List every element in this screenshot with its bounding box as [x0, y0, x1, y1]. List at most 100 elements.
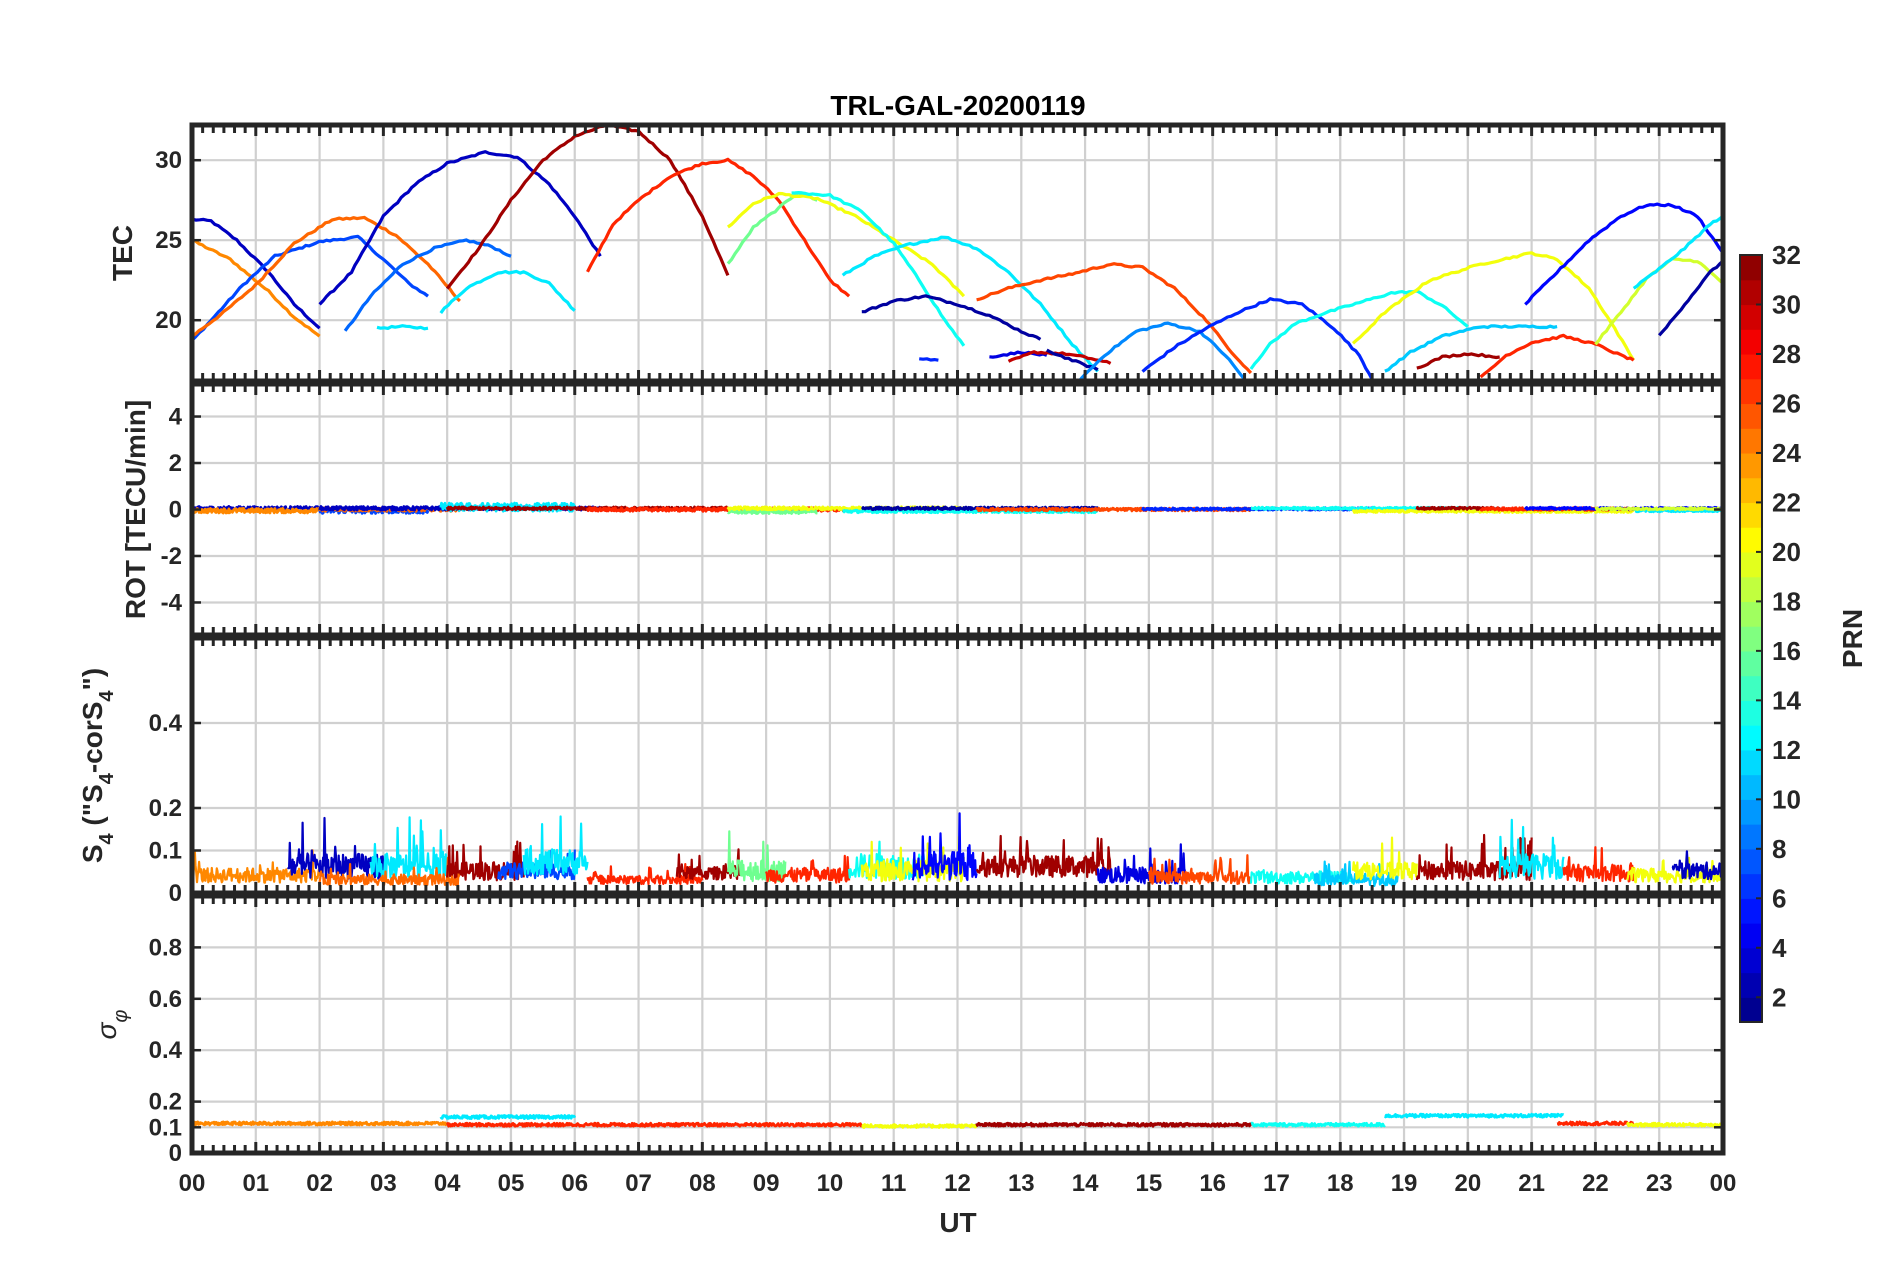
panel-sigma-ylabel: σφ: [91, 1010, 132, 1040]
sigma-series-prn-27: [1556, 1120, 1635, 1127]
colorbar-tick-label: 16: [1772, 636, 1801, 666]
colorbar-segment: [1740, 452, 1762, 479]
panel-s4-ytick-label: 0: [169, 880, 182, 907]
colorbar-segment: [1740, 650, 1762, 677]
ylabel-part: 4: [96, 832, 118, 844]
tec-series-prn-7: [192, 234, 429, 342]
rot-series-prn-24: [192, 507, 321, 515]
ylabel-part: ("S: [77, 784, 108, 833]
tec-series-prn-31: [1416, 352, 1500, 370]
panel-tec: 20 25 30 TEC: [107, 122, 1726, 384]
panel-sigma-frame: [189, 893, 1726, 1156]
tec-series-prn-2: [861, 294, 1042, 341]
x-tick-label: 00: [179, 1170, 206, 1197]
panel-rot-ylabel: ROT [TECU/min]: [120, 400, 151, 619]
panel-rot-ytick-label: 0: [169, 497, 182, 524]
colorbar-segment: [1740, 601, 1762, 627]
panel-s4-frame: [189, 635, 1726, 896]
colorbar-tick-label: 20: [1772, 537, 1801, 567]
sigma-series-prn-20: [1626, 1121, 1723, 1128]
panel-rot-frame: [189, 381, 1726, 638]
panel-tec-ytick-label: 25: [155, 227, 182, 254]
panel-sigma-series-group: [192, 1112, 1723, 1129]
x-tick-label: 05: [498, 1170, 525, 1197]
x-tick-label: 21: [1518, 1170, 1545, 1197]
colorbar-segment: [1740, 353, 1762, 380]
colorbar-segment: [1740, 551, 1762, 578]
colorbar-segment: [1740, 997, 1762, 1023]
tec-series-prn-13: [1249, 289, 1469, 370]
colorbar-label: PRN: [1837, 609, 1868, 668]
x-tick-label: 09: [753, 1170, 780, 1197]
colorbar-segment: [1740, 799, 1762, 825]
colorbar-segment: [1740, 378, 1762, 405]
colorbar-tick-label: 14: [1772, 685, 1801, 715]
colorbar-segment: [1740, 403, 1762, 429]
panel-rot-series-group: [192, 501, 1723, 515]
tec-series-prn-27: [586, 157, 851, 298]
sigma-series-prn-12: [439, 1114, 577, 1120]
panel-tec-frame: [189, 122, 1726, 384]
ylabel-part: σ: [91, 1021, 122, 1039]
tec-series-prn-6: [1141, 297, 1374, 381]
panel-sigma-ytick-label: 0.4: [149, 1037, 183, 1064]
tec-series-prn-12: [841, 235, 1099, 373]
colorbar-segment: [1740, 947, 1762, 974]
colorbar-tick-label: 24: [1772, 438, 1801, 468]
panel-sigma-ytick-label: 0.2: [149, 1089, 182, 1116]
s4-series-prn-24: [192, 849, 321, 884]
x-tick-label: 22: [1582, 1170, 1609, 1197]
x-tick-label: 19: [1391, 1170, 1418, 1197]
sigma-series-prn-27: [445, 1121, 863, 1128]
colorbar-segment: [1740, 774, 1762, 800]
colorbar-segment: [1740, 576, 1762, 602]
x-tick-label: 02: [306, 1170, 333, 1197]
sigma-series-prn-12: [1383, 1112, 1565, 1119]
colorbar-segment: [1740, 329, 1762, 355]
colorbar-tick-label: 30: [1772, 289, 1801, 319]
tec-series-prn-13: [791, 191, 966, 347]
tec-series-prn-31: [445, 125, 730, 290]
colorbar-segment: [1740, 304, 1762, 330]
x-tick-label: 07: [625, 1170, 652, 1197]
rot-series-prn-16: [727, 508, 818, 515]
ylabel-part: φ: [110, 1010, 132, 1023]
s4-series-prn-12: [1498, 818, 1565, 880]
x-tick-label: 16: [1199, 1170, 1226, 1197]
x-axis: 00 01 02 03 04 05 06 07 08 09 10 11 12 13 14 15 16 17 18 19…: [179, 1170, 1737, 1197]
colorbar-segment: [1740, 923, 1762, 949]
colorbar-segment: [1740, 749, 1762, 776]
tec-series-prn-3: [318, 150, 602, 306]
panel-s4-ytick-label: 0.1: [149, 838, 182, 865]
tec-series-prn-3: [192, 217, 321, 330]
tec-series-prn-2: [1658, 259, 1723, 337]
s4-series-prn-31: [975, 834, 1112, 879]
colorbar-segment: [1740, 626, 1762, 652]
ylabel-part: 4: [96, 772, 118, 784]
colorbar-tick-label: 10: [1772, 784, 1801, 814]
x-tick-label: 08: [689, 1170, 716, 1197]
colorbar-segment: [1740, 873, 1762, 899]
colorbar-frame: [1739, 254, 1763, 1023]
ylabel-part: 4: [96, 690, 118, 702]
panel-rot: -4 -2 0 2 4 ROT [TECU/min]: [120, 381, 1726, 638]
chart-title: TRL-GAL-20200119: [830, 90, 1085, 121]
x-tick-label: 13: [1008, 1170, 1035, 1197]
tec-series-prn-9: [1077, 321, 1246, 381]
s4-series-prn-4: [1096, 843, 1188, 885]
x-tick-label: 11: [881, 1170, 906, 1197]
tec-series-prn-12: [439, 269, 576, 315]
x-tick-label: 12: [944, 1170, 971, 1197]
s4-series-prn-3: [286, 816, 385, 880]
colorbar-segment: [1740, 898, 1762, 924]
tec-series-prn-20: [1351, 251, 1636, 362]
colorbar-tick-label: 4: [1772, 933, 1787, 963]
colorbar-segment: [1740, 848, 1762, 875]
colorbar-tick-label: 8: [1772, 834, 1786, 864]
panel-sigma-ytick-label: 0.1: [149, 1114, 182, 1141]
colorbar-segment: [1740, 972, 1762, 998]
colorbar-tick-label: 32: [1772, 240, 1801, 270]
tec-series-prn-25: [192, 215, 461, 338]
panel-s4-series-group: [192, 812, 1723, 888]
